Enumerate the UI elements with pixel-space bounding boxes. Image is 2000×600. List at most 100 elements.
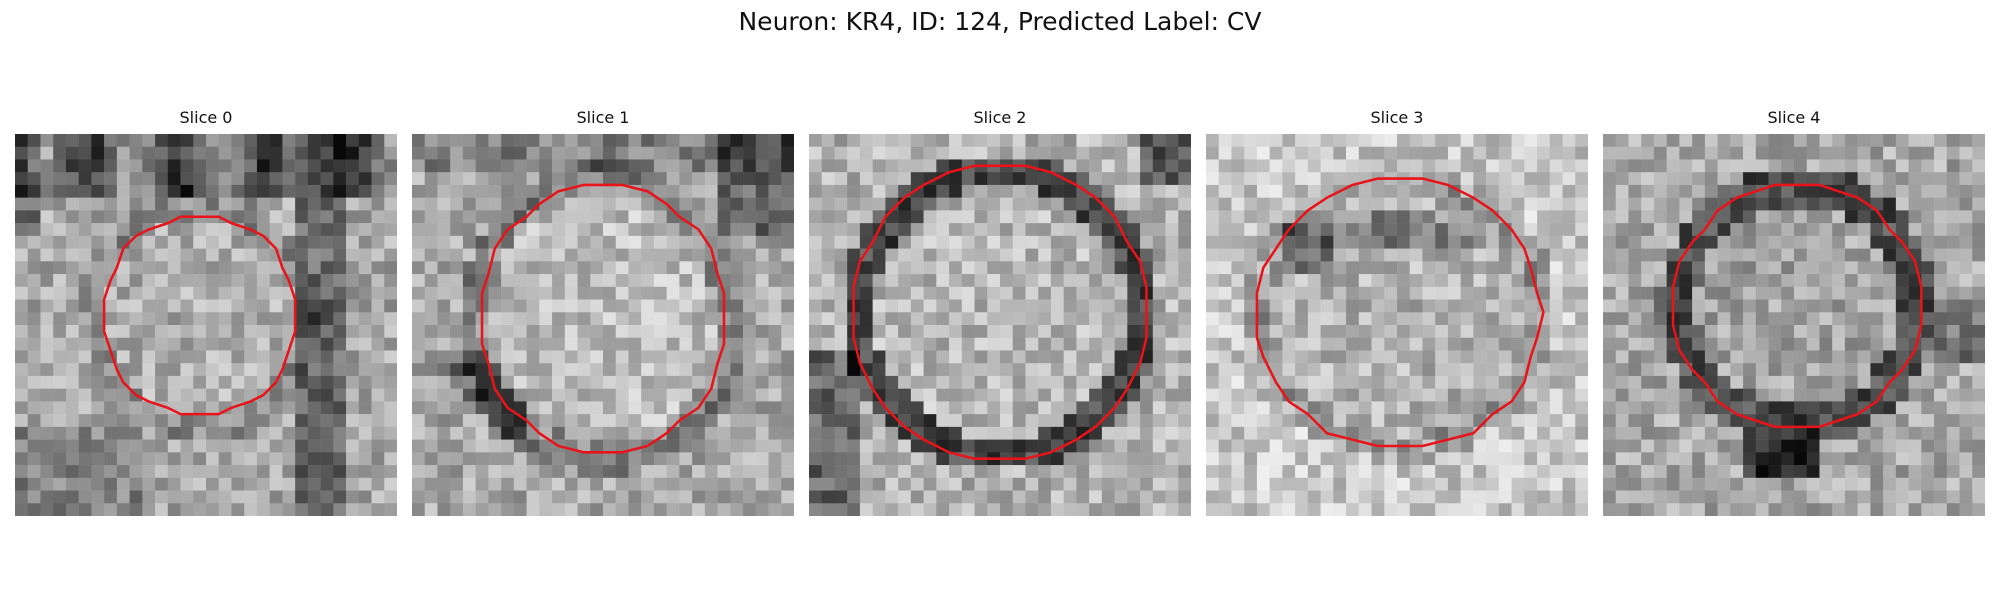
- pixel: [1692, 261, 1706, 275]
- pixel: [1498, 184, 1512, 198]
- pixel: [1549, 159, 1563, 173]
- pixel: [1959, 286, 1973, 300]
- pixel: [333, 414, 347, 428]
- pixel: [1615, 261, 1629, 275]
- pixel: [768, 210, 782, 224]
- pixel: [1549, 197, 1563, 211]
- pixel: [40, 159, 54, 173]
- pixel: [1615, 350, 1629, 364]
- pixel: [552, 146, 566, 160]
- pixel: [244, 325, 258, 338]
- pixel: [116, 490, 130, 504]
- pixel: [1447, 388, 1461, 402]
- pixel: [282, 452, 296, 466]
- pixel: [1768, 197, 1782, 211]
- pixel: [501, 248, 515, 262]
- pixel: [269, 439, 283, 453]
- pixel: [193, 286, 207, 300]
- pixel: [1562, 325, 1576, 338]
- pixel: [1269, 401, 1283, 415]
- pixel: [1282, 184, 1296, 198]
- pixel: [1870, 414, 1884, 428]
- pixel: [1050, 134, 1064, 147]
- pixel: [371, 426, 385, 440]
- pixel: [129, 235, 143, 249]
- pixel: [320, 477, 334, 491]
- pixel: [269, 414, 283, 428]
- pixel: [1819, 375, 1833, 389]
- pixel: [1320, 159, 1334, 173]
- pixel: [1218, 452, 1232, 466]
- pixel: [768, 184, 782, 198]
- pixel: [513, 248, 527, 262]
- pixel: [333, 223, 347, 237]
- pixel: [1000, 414, 1013, 428]
- pixel: [65, 465, 79, 479]
- pixel: [1063, 235, 1077, 249]
- pixel: [615, 312, 629, 326]
- pixel: [768, 248, 782, 262]
- pixel: [1628, 414, 1642, 428]
- pixel: [1140, 465, 1154, 479]
- pixel: [1781, 401, 1795, 415]
- pixel: [526, 439, 540, 453]
- pixel: [256, 159, 270, 173]
- pixel: [641, 375, 655, 389]
- pixel: [755, 261, 769, 275]
- pixel: [577, 401, 591, 415]
- pixel: [872, 274, 886, 288]
- pixel: [1832, 325, 1846, 338]
- pixel: [1307, 134, 1321, 147]
- pixel: [1152, 299, 1166, 313]
- pixel: [1447, 134, 1461, 147]
- pixel: [1218, 388, 1232, 402]
- pixel: [282, 312, 296, 326]
- pixel: [1063, 337, 1077, 351]
- pixel: [155, 261, 169, 275]
- pixel: [269, 337, 283, 351]
- pixel: [1946, 452, 1960, 466]
- pixel: [129, 337, 143, 351]
- pixel: [552, 452, 566, 466]
- pixel: [1422, 350, 1436, 364]
- pixel: [936, 286, 950, 300]
- pixel: [104, 299, 118, 313]
- pixel: [1076, 299, 1090, 313]
- pixel: [488, 350, 502, 364]
- pixel: [821, 503, 835, 516]
- pixel: [1397, 146, 1410, 160]
- pixel: [1025, 426, 1039, 440]
- pixel: [1384, 159, 1398, 173]
- pixel: [1549, 414, 1563, 428]
- pixel: [1165, 503, 1179, 516]
- pixel: [295, 401, 309, 415]
- pixel: [27, 503, 41, 516]
- pixel: [552, 401, 566, 415]
- pixel: [885, 414, 899, 428]
- pixel: [1524, 325, 1538, 338]
- pixel: [1038, 465, 1052, 479]
- pixel: [692, 414, 706, 428]
- pixel: [781, 503, 794, 516]
- pixel: [320, 312, 334, 326]
- pixel: [628, 388, 642, 402]
- pixel: [1295, 414, 1309, 428]
- pixel: [1615, 375, 1629, 389]
- pixel: [1358, 363, 1372, 377]
- pixel: [1692, 172, 1706, 186]
- pixel: [987, 210, 1001, 224]
- pixel: [1460, 248, 1474, 262]
- pixel: [513, 375, 527, 389]
- pixel: [1050, 490, 1064, 504]
- pixel: [1794, 312, 1807, 326]
- pixel: [1206, 350, 1219, 364]
- pixel: [885, 503, 899, 516]
- pixel: [1295, 172, 1309, 186]
- pixel: [1269, 325, 1283, 338]
- pixel: [1768, 299, 1782, 313]
- pixel: [898, 312, 912, 326]
- pixel: [730, 235, 744, 249]
- pixel: [949, 261, 963, 275]
- pixel: [40, 210, 54, 224]
- pixel: [552, 134, 566, 147]
